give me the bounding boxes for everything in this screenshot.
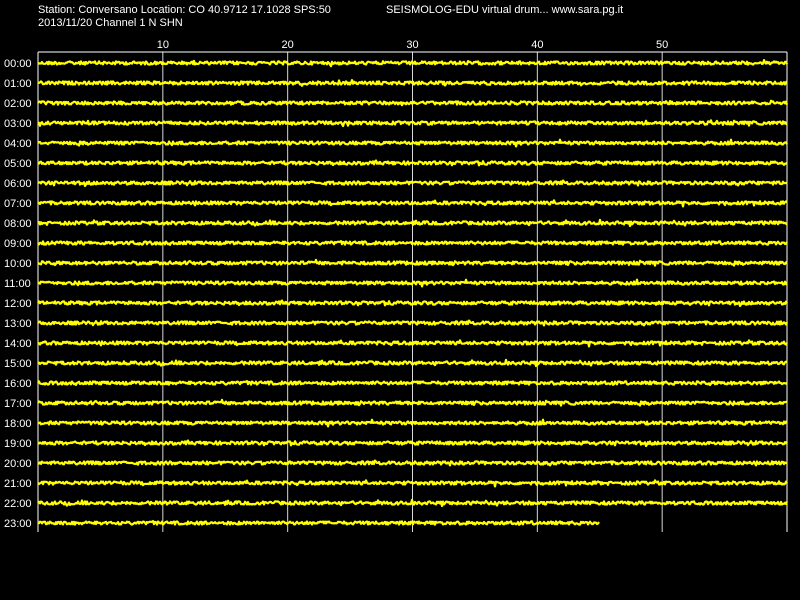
x-tick-label-50: 50	[656, 39, 668, 51]
hour-label-0000: 00:00	[4, 58, 32, 70]
trace-0700	[37, 199, 788, 208]
trace-2100	[37, 479, 788, 488]
trace-0500	[37, 159, 788, 167]
hour-label-2300: 23:00	[4, 518, 32, 530]
trace-1600	[37, 380, 788, 387]
x-tick-label-20: 20	[282, 39, 294, 51]
hour-label-0400: 04:00	[4, 138, 32, 150]
trace-2200	[37, 498, 789, 508]
app-credit: SEISMOLOG-EDU virtual drum... www.sara.p…	[386, 4, 624, 16]
date-channel-info: 2013/11/20 Channel 1 N SHN	[38, 17, 183, 29]
trace-1800	[37, 418, 788, 428]
x-tick-label-10: 10	[157, 39, 169, 51]
station-info: Station: Conversano Location: CO 40.9712…	[38, 4, 331, 16]
trace-0000	[37, 59, 789, 68]
hour-label-0300: 03:00	[4, 118, 32, 130]
hour-label-1100: 11:00	[4, 278, 31, 290]
trace-0100	[37, 79, 788, 87]
trace-0900	[37, 240, 788, 246]
trace-0200	[37, 99, 789, 107]
trace-1500	[37, 358, 788, 368]
hour-label-1600: 16:00	[4, 378, 32, 390]
hour-label-2000: 20:00	[4, 458, 32, 470]
trace-2300	[37, 520, 600, 526]
hour-label-0900: 09:00	[4, 238, 32, 250]
trace-1300	[37, 319, 789, 327]
hour-label-1200: 12:00	[4, 298, 32, 310]
hour-label-0700: 07:00	[4, 198, 32, 210]
trace-1000	[37, 258, 788, 267]
hour-label-1400: 14:00	[4, 338, 32, 350]
trace-0300	[37, 119, 788, 128]
hour-label-1900: 19:00	[4, 438, 32, 450]
trace-1700	[37, 398, 788, 407]
trace-1400	[37, 339, 788, 348]
hour-label-0500: 05:00	[4, 158, 32, 170]
trace-1200	[37, 299, 788, 308]
hour-label-1300: 13:00	[4, 318, 32, 330]
trace-1900	[37, 439, 788, 448]
x-tick-label-40: 40	[531, 39, 543, 51]
hour-label-2200: 22:00	[4, 498, 32, 510]
hour-label-2100: 21:00	[4, 478, 32, 490]
trace-0600	[37, 179, 788, 188]
hour-label-1700: 17:00	[4, 398, 32, 410]
x-tick-label-30: 30	[406, 39, 418, 51]
hour-label-1800: 18:00	[4, 418, 32, 430]
trace-1100	[37, 278, 788, 288]
trace-0800	[37, 218, 788, 228]
hour-label-0800: 08:00	[4, 218, 32, 230]
hour-label-1000: 10:00	[4, 258, 32, 270]
trace-0400	[37, 138, 788, 148]
hour-label-0100: 01:00	[4, 78, 32, 90]
hour-label-0600: 06:00	[4, 178, 32, 190]
hour-label-1500: 15:00	[4, 358, 32, 370]
trace-2000	[37, 459, 788, 467]
hour-label-0200: 02:00	[4, 98, 32, 110]
